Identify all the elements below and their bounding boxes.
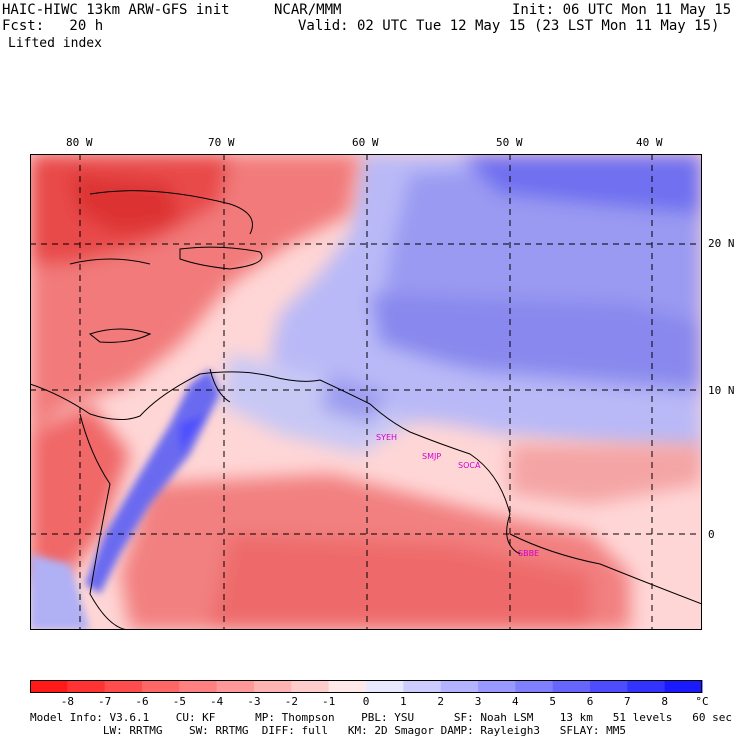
colorbar-level-label: 5 xyxy=(549,695,556,708)
lon-label-60w: 60 W xyxy=(352,136,379,149)
colorbar-swatch xyxy=(478,680,516,693)
colorbar-swatch xyxy=(142,680,180,693)
field-name: Lifted index xyxy=(8,36,102,51)
colorbar-swatch xyxy=(67,680,106,693)
forecast-hour: Fcst: 20 h xyxy=(2,18,104,34)
lon-label-70w: 70 W xyxy=(208,136,235,149)
map-frame xyxy=(30,154,702,630)
colorbar-swatch xyxy=(179,680,218,693)
colorbar-level-label: 8 xyxy=(661,695,668,708)
model-title: HAIC-HIWC 13km ARW-GFS init xyxy=(2,2,230,18)
colorbar-swatch xyxy=(440,680,479,693)
colorbar-swatch xyxy=(366,680,404,693)
station-label-sbbe: SBBE xyxy=(518,549,539,558)
station-label-syeh: SYEH xyxy=(376,433,397,442)
colorbar-level-label: 6 xyxy=(586,695,594,708)
coastlines xyxy=(30,190,702,630)
colorbar-level-label: 0 xyxy=(362,695,370,708)
station-label-soca: SOCA xyxy=(458,461,481,470)
stable-air-region xyxy=(220,154,702,454)
lifted-index-map: SYEH SMJP SOCA SBBE xyxy=(30,154,702,630)
colorbar-level-label: 4 xyxy=(512,695,519,708)
colorbar-level-label: -7 xyxy=(98,695,112,708)
colorbar-frame xyxy=(30,680,702,693)
colorbar-level-label: -8 xyxy=(60,695,74,708)
lat-lon-grid xyxy=(30,154,702,630)
model-info-line2: LW: RRTMG SW: RRTMG DIFF: full KM: 2D Sm… xyxy=(30,724,627,737)
colorbar-level-label: 7 xyxy=(624,695,631,708)
lon-label-50w: 50 W xyxy=(496,136,523,149)
init-time: Init: 06 UTC Mon 11 May 15 xyxy=(512,2,732,18)
lon-label-80w: 80 W xyxy=(66,136,93,149)
valid-time: Valid: 02 UTC Tue 12 May 15 (23 LST Mon … xyxy=(298,18,720,34)
colorbar-level-label: 1 xyxy=(400,695,407,708)
colorbar-level-label: -4 xyxy=(210,695,224,708)
colorbar-swatch xyxy=(664,680,703,693)
colorbar xyxy=(30,680,703,693)
colorbar-swatch xyxy=(590,680,628,693)
colorbar-swatch xyxy=(254,680,292,693)
colorbar-swatch xyxy=(403,680,442,693)
colorbar-level-label: -6 xyxy=(135,695,149,708)
institution-label: NCAR/MMM xyxy=(274,2,342,18)
lat-label-10n: 10 N xyxy=(708,384,735,397)
colorbar-swatch xyxy=(104,680,143,693)
colorbar-level-label: 3 xyxy=(474,695,482,708)
andes-stable-band xyxy=(30,369,220,630)
colorbar-level-label: 2 xyxy=(437,695,444,708)
colorbar-swatch xyxy=(552,680,591,693)
colorbar-level-label: -3 xyxy=(247,695,261,708)
colorbar-swatch xyxy=(328,680,367,693)
colorbar-swatch xyxy=(627,680,666,693)
colorbar-unit: °C xyxy=(695,695,709,708)
station-label-smjp: SMJP xyxy=(422,452,441,461)
colorbar-level-label: -5 xyxy=(172,695,186,708)
colorbar-swatch xyxy=(216,680,255,693)
lat-label-0: 0 xyxy=(708,528,715,541)
colorbar-swatch xyxy=(30,680,68,693)
colorbar-level-label: -1 xyxy=(322,695,336,708)
lon-label-40w: 40 W xyxy=(636,136,663,149)
colorbar-swatch xyxy=(515,680,554,693)
colorbar-swatch xyxy=(291,680,330,693)
colorbar-level-label: -2 xyxy=(284,695,298,708)
lat-label-20n: 20 N xyxy=(708,237,735,250)
model-info-line1: Model Info: V3.6.1 CU: KF MP: Thompson P… xyxy=(30,711,732,724)
